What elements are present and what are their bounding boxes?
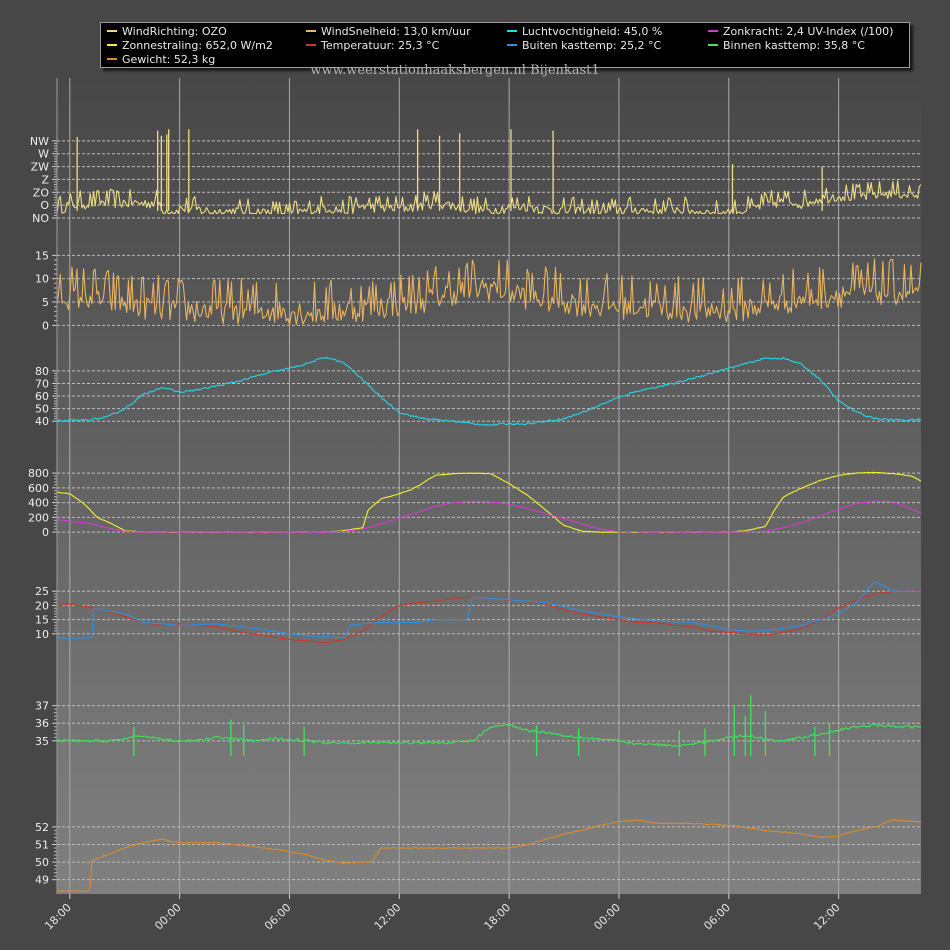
series-line-windsnelheid [56, 258, 922, 326]
legend-gewicht-label: Gewicht: 52,3 kg [122, 53, 216, 66]
y-tick-label: 50 [35, 856, 49, 869]
y-tick-label: 20 [35, 599, 49, 612]
series-line-Zonkracht [56, 500, 922, 533]
y-tick-label: 25 [35, 585, 49, 598]
series-line-windrichting [56, 180, 922, 215]
y-tick-label: 35 [35, 735, 49, 748]
legend-zonnestraling: Zonnestraling: 652,0 W/m2 [107, 39, 273, 52]
x-tick-label: 18:00 [42, 901, 74, 933]
legend-zonnestraling-label: Zonnestraling: 652,0 W/m2 [122, 39, 273, 52]
legend-gewicht: Gewicht: 52,3 kg [107, 53, 215, 66]
legend-binnen-kasttemp-label: Binnen kasttemp: 35,8 °C [723, 39, 865, 52]
legend-temperatuur: Temperatuur: 25,3 °C [306, 39, 439, 52]
y-tick-label: 51 [35, 839, 49, 852]
legend-temperatuur-label: Temperatuur: 25,3 °C [321, 39, 440, 52]
series-line-luchtvochtigheid [56, 356, 922, 426]
y-tick-label: NW [30, 135, 49, 148]
plot-area [57, 78, 921, 894]
legend-luchtvochtigheid: Luchtvochtigheid: 45,0 % [507, 25, 662, 38]
y-tick-label: 52 [35, 821, 49, 834]
panel-windsnelheid: 0 5 10 15 [35, 249, 922, 332]
y-tick-label: 60 [35, 390, 49, 403]
y-tick-label: 15 [35, 249, 49, 262]
x-tick-label: 06:00 [701, 901, 733, 933]
y-tick-label: 40 [35, 415, 49, 428]
legend-box: WindRichting: OZO WindSnelheid: 13,0 km/… [100, 22, 910, 68]
y-tick-label: 10 [35, 628, 49, 641]
site-title: www.weerstationhaaksbergen.nl Bijenkast1 [310, 63, 600, 78]
legend-luchtvochtigheid-label: Luchtvochtigheid: 45,0 % [522, 25, 663, 38]
y-tick-label: 800 [28, 467, 49, 480]
legend-zonkracht-label: Zonkracht: 2,4 UV-Index (/100) [723, 25, 894, 38]
series-line-Buiten kasttemp [56, 581, 922, 639]
y-tick-label: 15 [35, 614, 49, 627]
legend-windrichting: WindRichting: OZO [107, 25, 227, 38]
x-tick-label: 00:00 [152, 901, 184, 933]
legend-binnen-kasttemp: Binnen kasttemp: 35,8 °C [708, 39, 865, 52]
x-tick-label: 06:00 [262, 901, 294, 933]
y-tick-label: 37 [35, 700, 49, 713]
y-tick-label: 10 [35, 273, 49, 286]
y-tick-label: 400 [28, 497, 49, 510]
legend-buiten-kasttemp: Buiten kasttemp: 25,2 °C [507, 39, 661, 52]
legend-windsnelheid: WindSnelheid: 13,0 km/uur [306, 25, 471, 38]
y-tick-label: ZO [33, 186, 50, 199]
y-tick-label: ZW [31, 161, 50, 174]
y-tick-label: 600 [28, 482, 49, 495]
y-tick-label: 49 [35, 874, 49, 887]
y-tick-label: 36 [35, 717, 49, 730]
y-tick-label: W [38, 148, 49, 161]
series-line-Binnen kasttemp [56, 723, 921, 748]
y-tick-label: 5 [42, 296, 49, 309]
y-tick-label: 200 [28, 511, 49, 524]
panel-binnen_kasttemp: 35 36 37 [35, 695, 921, 757]
legend-windsnelheid-label: WindSnelheid: 13,0 km/uur [321, 25, 471, 38]
y-tick-label: 0 [42, 319, 49, 332]
y-tick-label: 70 [35, 377, 49, 390]
panel-gewicht: 49 50 51 52 [35, 819, 922, 893]
legend-buiten-kasttemp-label: Buiten kasttemp: 25,2 °C [522, 39, 662, 52]
legend-windrichting-label: WindRichting: OZO [122, 25, 227, 38]
y-tick-label: 80 [35, 365, 49, 378]
x-tick-label: 12:00 [372, 901, 404, 933]
y-tick-label: 50 [35, 403, 49, 416]
y-tick-label: 0 [42, 526, 49, 539]
y-tick-label: Z [41, 173, 49, 186]
y-tick-label: NO [32, 212, 49, 225]
y-tick-label: O [40, 199, 49, 212]
x-tick-label: 18:00 [482, 901, 514, 933]
x-tick-label: 00:00 [591, 901, 623, 933]
legend-zonkracht: Zonkracht: 2,4 UV-Index (/100) [708, 25, 893, 38]
x-tick-label: 12:00 [811, 901, 843, 933]
series-line-Gewicht [56, 819, 922, 893]
